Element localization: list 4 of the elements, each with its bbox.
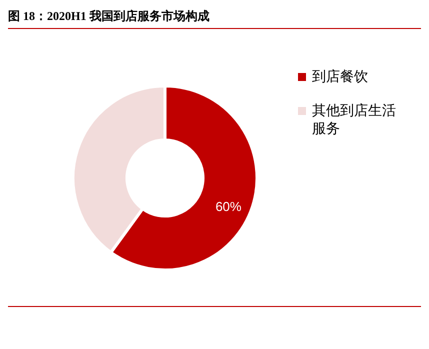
legend-label: 其他到店生活服务 [312, 102, 397, 138]
data-label: 60% [214, 198, 242, 216]
legend-label: 到店餐饮 [312, 68, 368, 86]
chart-title: 图 18：2020H1 我国到店服务市场构成 [8, 8, 210, 25]
